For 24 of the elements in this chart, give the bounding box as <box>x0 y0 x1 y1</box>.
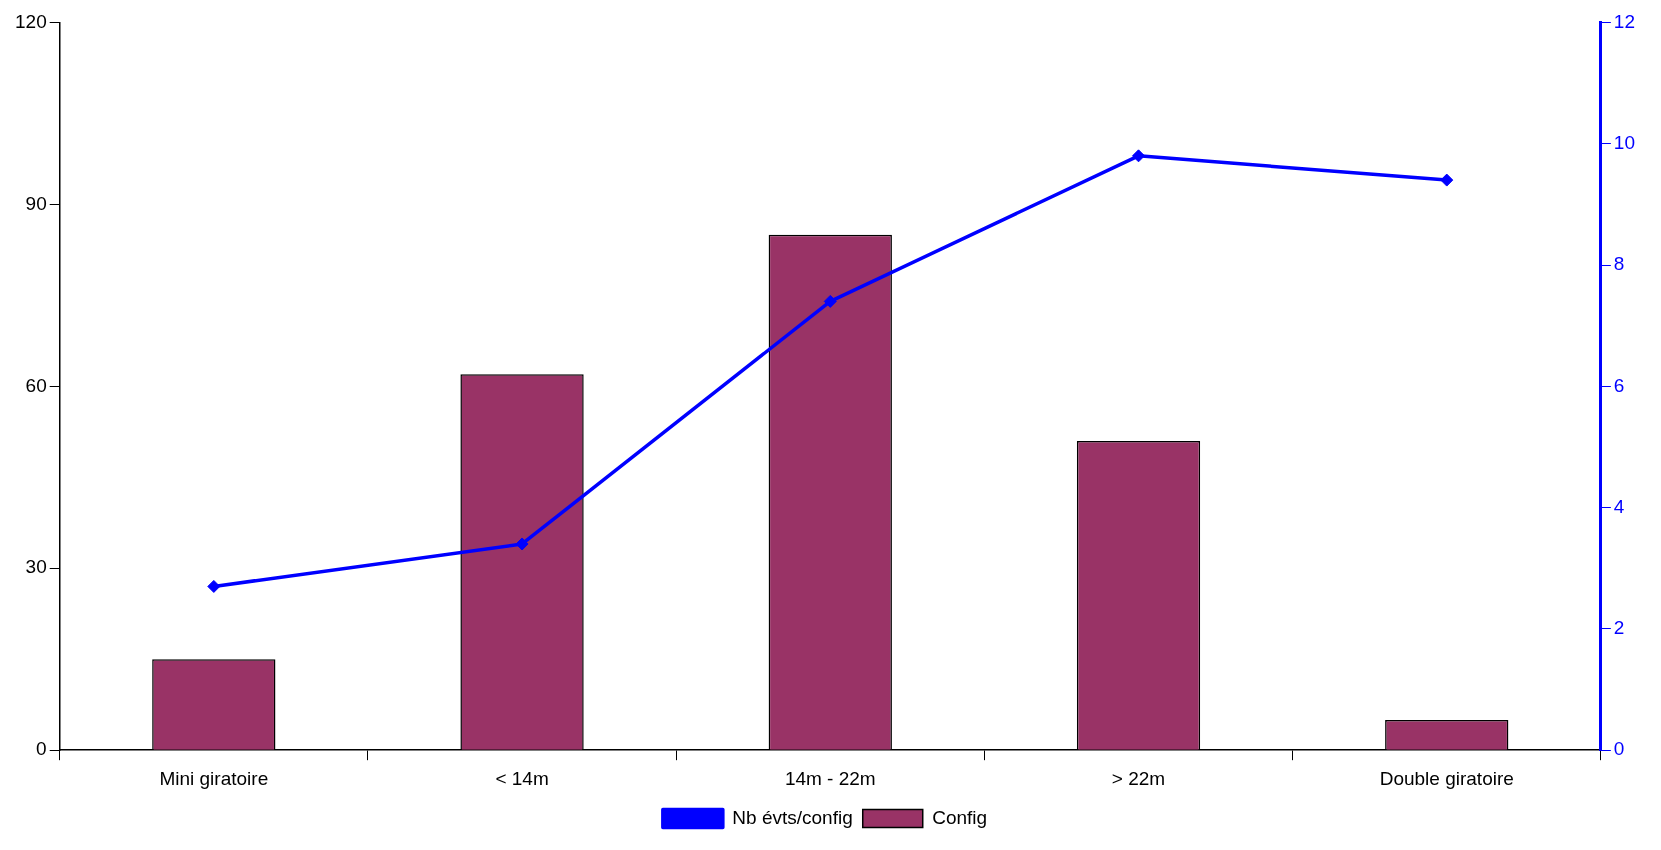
point <box>207 579 221 593</box>
y2-tick-label: 0 <box>1613 738 1625 760</box>
y2-tick-label: 4 <box>1613 495 1625 517</box>
y-tick-label: 0 <box>36 738 47 760</box>
y-tick-label: 120 <box>15 10 47 32</box>
y-tick-label: 60 <box>25 374 47 396</box>
y2-tick-label: 2 <box>1613 617 1625 639</box>
legend-label: Config <box>932 806 988 828</box>
x-tick-label: Mini giratoire <box>159 767 269 789</box>
y-tick-label: 30 <box>25 556 47 578</box>
x-tick-label: Double giratoire <box>1379 767 1514 789</box>
point <box>823 294 837 308</box>
point <box>515 537 529 551</box>
y2-tick-label: 12 <box>1613 10 1636 32</box>
legend-label: Nb évts/config <box>732 806 853 828</box>
point <box>1440 173 1454 187</box>
x-tick-label: > 22m <box>1111 767 1166 789</box>
y2-tick-label: 10 <box>1613 131 1636 153</box>
y2-tick-label: 6 <box>1613 374 1625 396</box>
x-tick-label: 14m - 22m <box>784 767 876 789</box>
y2-tick-label: 8 <box>1613 253 1625 275</box>
point <box>1132 149 1146 163</box>
x-tick-label: < 14m <box>495 767 549 789</box>
y-tick-label: 90 <box>25 192 47 214</box>
